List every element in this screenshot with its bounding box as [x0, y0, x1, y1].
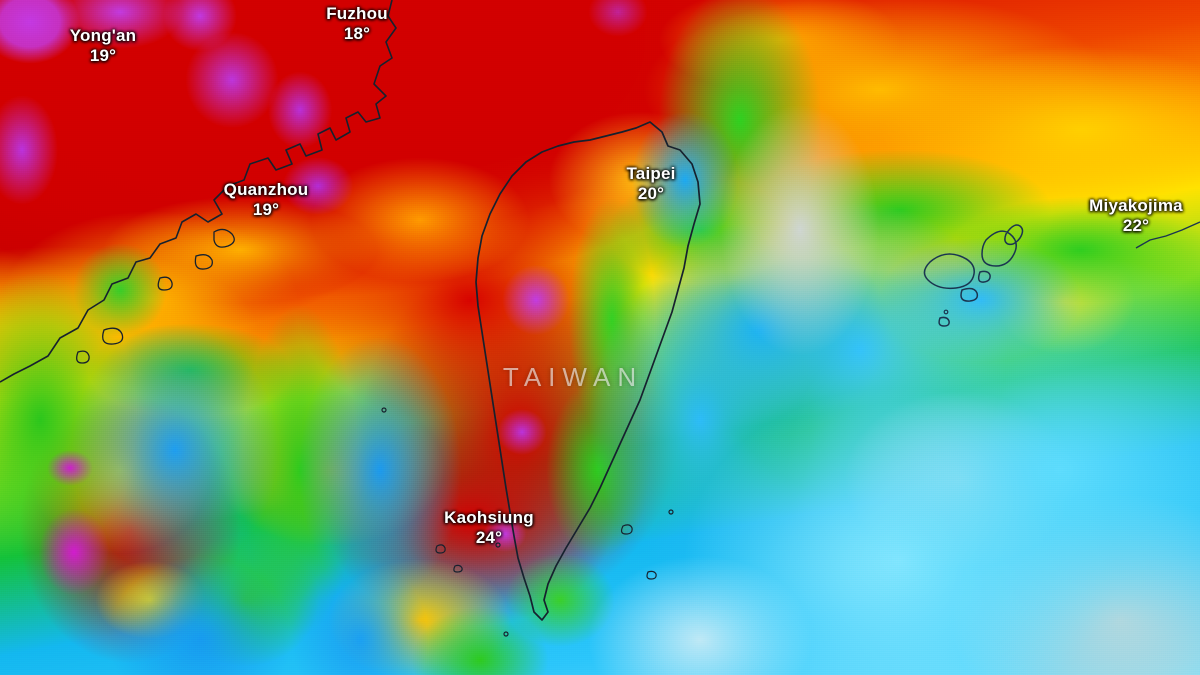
island-outline-ryukyu	[923, 224, 1024, 327]
city-name: Yong'an	[69, 26, 137, 45]
coastline-mainland	[0, 0, 397, 383]
city-label-fuzhou[interactable]: Fuzhou 18°	[326, 4, 388, 43]
coastline-ryukyu-main	[1135, 221, 1200, 249]
coastline-taiwan	[475, 121, 701, 621]
city-name: Miyakojima	[1089, 196, 1183, 215]
city-name: Kaohsiung	[444, 508, 534, 527]
city-temperature: 20°	[637, 183, 665, 203]
city-label-quanzhou[interactable]: Quanzhou 19°	[224, 180, 309, 219]
island-outline-penghu	[435, 544, 463, 573]
city-label-yongan[interactable]: Yong'an 19°	[70, 26, 137, 65]
island-speck	[503, 631, 509, 637]
island-outline-group-mainland	[76, 228, 235, 364]
island-speck	[495, 542, 501, 548]
city-name: Taipei	[626, 164, 676, 183]
island-speck	[381, 407, 387, 413]
city-name: Quanzhou	[223, 180, 309, 199]
city-temperature: 19°	[252, 199, 280, 219]
city-label-taipei[interactable]: Taipei 20°	[626, 164, 675, 203]
city-temperature: 24°	[475, 527, 503, 547]
island-speck	[668, 509, 674, 515]
island-outline-east-taiwan	[620, 524, 657, 580]
city-temperature: 18°	[343, 23, 371, 43]
city-label-kaohsiung[interactable]: Kaohsiung 24°	[444, 508, 534, 547]
city-temperature: 19°	[89, 45, 117, 65]
city-label-miyakojima[interactable]: Miyakojima 22°	[1089, 196, 1183, 235]
city-name: Fuzhou	[326, 4, 388, 23]
city-temperature: 22°	[1122, 215, 1150, 235]
island-speck	[943, 309, 949, 315]
